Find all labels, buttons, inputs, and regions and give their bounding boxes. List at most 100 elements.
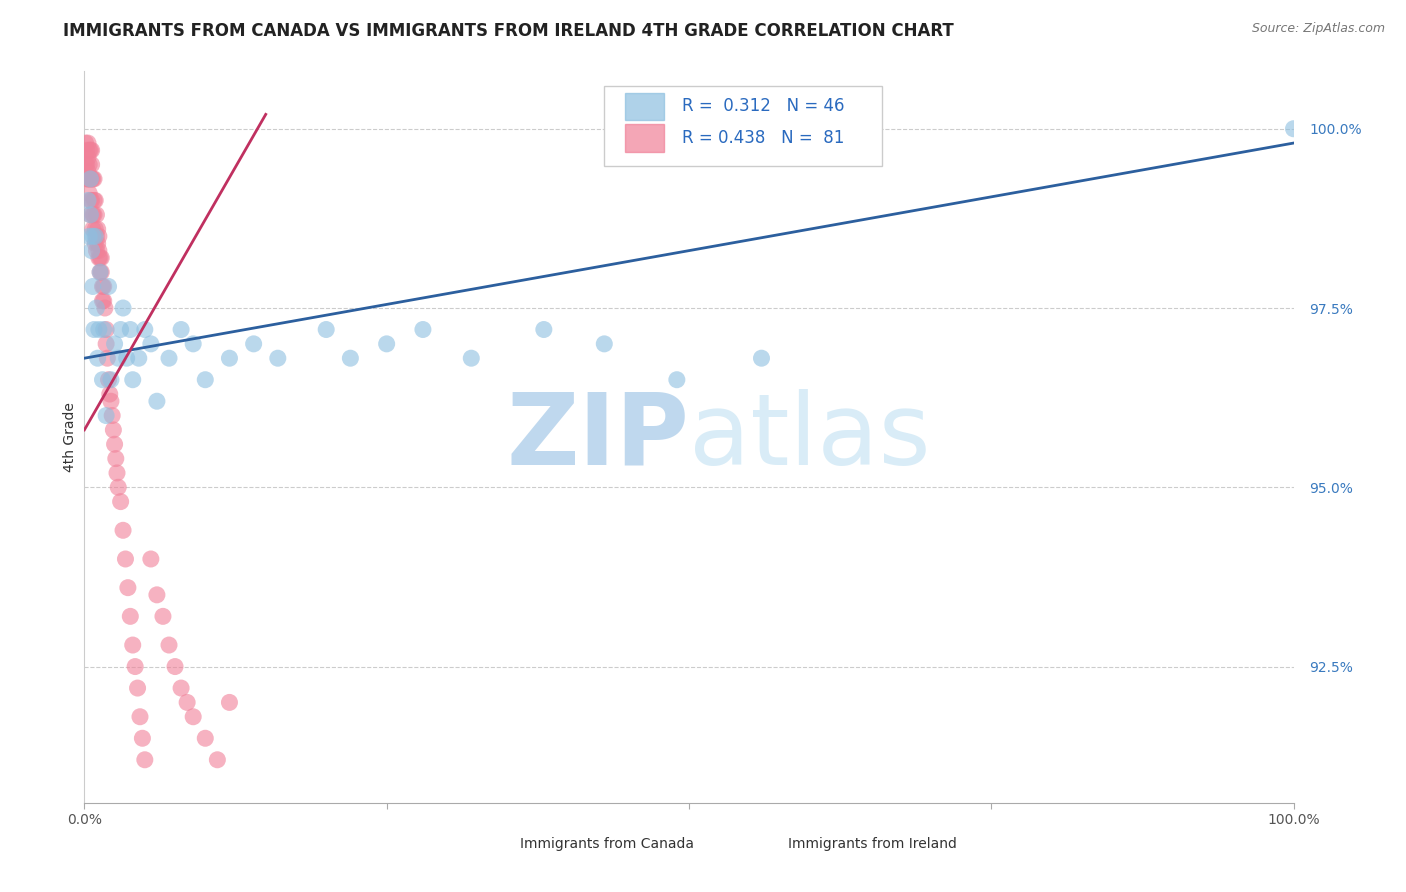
Point bbox=[176, 695, 198, 709]
Point bbox=[315, 322, 337, 336]
Point bbox=[134, 753, 156, 767]
Point bbox=[114, 552, 136, 566]
Point bbox=[129, 710, 152, 724]
Point bbox=[90, 265, 112, 279]
Point bbox=[110, 494, 132, 508]
Point bbox=[105, 466, 128, 480]
Point bbox=[82, 279, 104, 293]
Point bbox=[194, 731, 217, 746]
Point bbox=[218, 351, 240, 366]
Text: ZIP: ZIP bbox=[506, 389, 689, 485]
Point bbox=[77, 194, 100, 208]
Point bbox=[77, 172, 100, 186]
Point bbox=[131, 731, 153, 746]
Point bbox=[83, 172, 105, 186]
Point bbox=[76, 143, 98, 157]
Point bbox=[107, 480, 129, 494]
FancyBboxPatch shape bbox=[484, 833, 513, 854]
Point bbox=[139, 552, 162, 566]
Point bbox=[120, 609, 142, 624]
Point bbox=[665, 373, 688, 387]
FancyBboxPatch shape bbox=[605, 86, 883, 167]
Point bbox=[82, 229, 104, 244]
Point bbox=[91, 279, 114, 293]
Point bbox=[412, 322, 434, 336]
Point bbox=[79, 143, 101, 157]
Point bbox=[146, 394, 169, 409]
Point bbox=[93, 322, 115, 336]
Point bbox=[86, 244, 108, 258]
FancyBboxPatch shape bbox=[624, 93, 664, 120]
Point bbox=[165, 659, 187, 673]
Point bbox=[533, 322, 555, 336]
Point bbox=[77, 186, 100, 201]
Y-axis label: 4th Grade: 4th Grade bbox=[63, 402, 77, 472]
Point bbox=[86, 236, 108, 251]
Point bbox=[170, 322, 193, 336]
Text: Immigrants from Canada: Immigrants from Canada bbox=[520, 837, 693, 851]
Point bbox=[91, 373, 114, 387]
Point bbox=[751, 351, 773, 366]
Point bbox=[115, 351, 138, 366]
Point bbox=[83, 194, 105, 208]
Point bbox=[90, 251, 112, 265]
Point bbox=[79, 208, 101, 222]
Point bbox=[89, 251, 111, 265]
Point bbox=[181, 336, 204, 351]
Point bbox=[87, 322, 110, 336]
Point bbox=[87, 244, 110, 258]
Point bbox=[104, 336, 127, 351]
Text: IMMIGRANTS FROM CANADA VS IMMIGRANTS FROM IRELAND 4TH GRADE CORRELATION CHART: IMMIGRANTS FROM CANADA VS IMMIGRANTS FRO… bbox=[63, 22, 955, 40]
Point bbox=[79, 194, 101, 208]
Point bbox=[98, 387, 121, 401]
Point bbox=[124, 659, 146, 673]
Point bbox=[134, 322, 156, 336]
Point bbox=[91, 293, 114, 308]
Text: Source: ZipAtlas.com: Source: ZipAtlas.com bbox=[1251, 22, 1385, 36]
Point bbox=[107, 351, 129, 366]
FancyBboxPatch shape bbox=[749, 833, 780, 854]
Point bbox=[86, 222, 108, 236]
Point bbox=[94, 336, 117, 351]
Point bbox=[79, 172, 101, 186]
Point bbox=[127, 681, 149, 695]
Point bbox=[1282, 121, 1305, 136]
Point bbox=[84, 194, 107, 208]
Point bbox=[112, 524, 135, 538]
Point bbox=[76, 172, 98, 186]
FancyBboxPatch shape bbox=[624, 124, 664, 152]
Point bbox=[89, 265, 111, 279]
Point bbox=[104, 451, 127, 466]
Point bbox=[80, 172, 103, 186]
Point bbox=[94, 301, 117, 315]
Point bbox=[375, 336, 398, 351]
Point bbox=[101, 409, 124, 423]
Point bbox=[121, 373, 143, 387]
Point bbox=[75, 158, 97, 172]
Text: R = 0.438   N =  81: R = 0.438 N = 81 bbox=[682, 129, 844, 147]
Point bbox=[207, 753, 229, 767]
Point bbox=[100, 373, 122, 387]
Point bbox=[94, 409, 117, 423]
Point bbox=[152, 609, 174, 624]
Point bbox=[460, 351, 482, 366]
Point bbox=[83, 322, 105, 336]
Point bbox=[86, 301, 108, 315]
Point bbox=[77, 158, 100, 172]
Point bbox=[80, 244, 103, 258]
Point bbox=[77, 136, 100, 150]
Point bbox=[339, 351, 361, 366]
Point bbox=[93, 279, 115, 293]
Point bbox=[82, 222, 104, 236]
Point bbox=[97, 279, 120, 293]
Point bbox=[75, 136, 97, 150]
Point bbox=[112, 301, 135, 315]
Point bbox=[82, 172, 104, 186]
Point bbox=[97, 373, 120, 387]
Point bbox=[110, 322, 132, 336]
Point bbox=[80, 194, 103, 208]
Point bbox=[117, 581, 139, 595]
Point bbox=[80, 158, 103, 172]
Point bbox=[82, 208, 104, 222]
Text: Immigrants from Ireland: Immigrants from Ireland bbox=[789, 837, 957, 851]
